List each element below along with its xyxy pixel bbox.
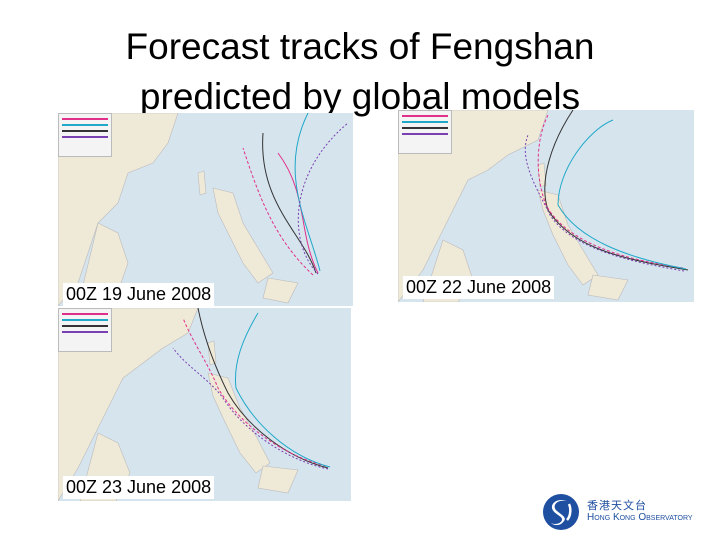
panel-3-caption: 00Z 23 June 2008 bbox=[63, 476, 215, 499]
title-line-1: Forecast tracks of Fengshan bbox=[125, 26, 595, 67]
forecast-map-panel-1 bbox=[58, 113, 353, 306]
hko-logo-icon bbox=[543, 494, 579, 530]
forecast-map-panel-2 bbox=[398, 110, 694, 302]
map-legend-3 bbox=[58, 308, 112, 352]
hko-logo: 香港天文台 Hong Kong Observatory bbox=[541, 492, 713, 532]
panel-2-caption: 00Z 22 June 2008 bbox=[403, 276, 555, 299]
map-legend-1 bbox=[58, 113, 112, 157]
panel-1-caption: 00Z 19 June 2008 bbox=[63, 283, 215, 306]
logo-name-english: Hong Kong Observatory bbox=[587, 512, 693, 523]
forecast-map-panel-3 bbox=[58, 308, 351, 501]
logo-name-chinese: 香港天文台 bbox=[587, 500, 647, 512]
map-legend-2 bbox=[398, 110, 452, 154]
